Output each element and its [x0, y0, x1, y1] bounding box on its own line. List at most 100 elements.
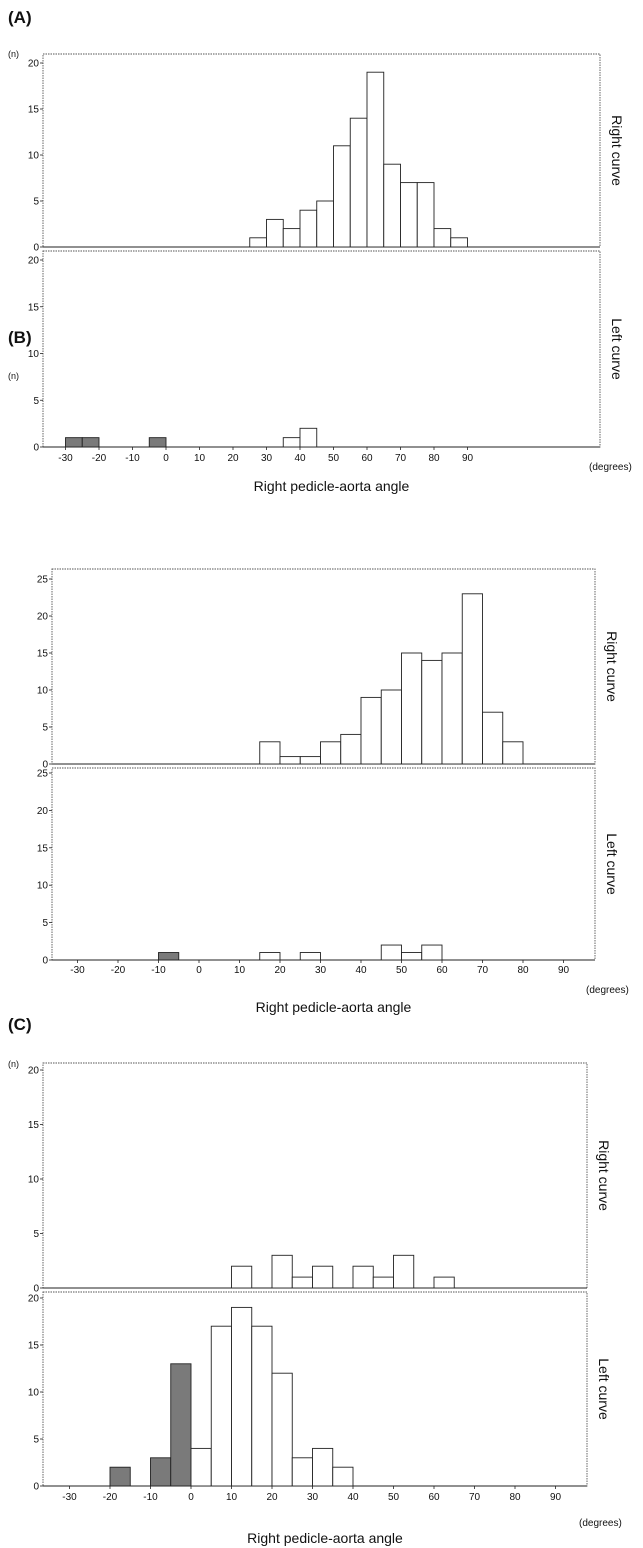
panel-a-right-curve-bar — [433, 228, 452, 248]
panel-b-right-curve-bar — [401, 652, 423, 765]
panel-b-right-curve-y-tick-label: 0 — [42, 760, 48, 771]
panel-a-right-curve-y-tick-label: 0 — [33, 243, 39, 254]
panel-c-left-curve-bar — [190, 1447, 212, 1487]
panel-a-left-curve-label: Left curve — [609, 318, 625, 380]
panel-b-x-tick-label: 90 — [558, 965, 570, 976]
panel-b-left-curve-y-tick-label: 25 — [37, 769, 49, 780]
panel-c-left-curve-bar — [109, 1466, 131, 1487]
panel-b-x-tick-label: -20 — [111, 965, 126, 976]
panel-a-left-curve-y-tick-label: 5 — [33, 396, 39, 407]
panel-b-label: (B) — [8, 328, 32, 347]
panel-c-right-curve-y-tick-label: 20 — [28, 1066, 40, 1077]
panel-a-left-curve-bar — [81, 437, 100, 448]
panel-b-left-curve-y-tick-label: 0 — [42, 956, 48, 967]
panel-b-right-curve-bar — [502, 741, 524, 765]
panel-b-left-curve-bar — [421, 944, 443, 961]
panel-c-x-tick-label: -10 — [143, 1492, 158, 1503]
panel-c-x-tick-label: 40 — [347, 1492, 359, 1503]
panel-a-right-curve-bar — [366, 71, 385, 248]
panel-b-right-curve-label: Right curve — [604, 631, 620, 702]
panel-a-left-curve-bar — [282, 437, 301, 448]
panel-c-left-curve-y-tick-label: 5 — [33, 1435, 39, 1446]
panel-a-right-curve-bar — [400, 182, 418, 248]
panel-c-y-units: (n) — [8, 1059, 19, 1069]
panel-b-right-curve-bar — [279, 756, 301, 765]
panel-c-left-curve-bar — [150, 1457, 172, 1487]
panel-a-left-curve-bar — [65, 437, 83, 448]
panel-a-right-curve-bar — [450, 237, 468, 248]
panel-b-x-tick-label: 30 — [315, 965, 327, 976]
panel-c-left-curve-y-tick-label: 10 — [28, 1388, 40, 1399]
panel-b-left-curve-bar — [401, 952, 423, 961]
panel-b-left-curve-frame — [51, 767, 596, 961]
panel-b-x-tick-label: 20 — [274, 965, 286, 976]
panel-b-x-tick-label: 80 — [517, 965, 529, 976]
panel-c-x-tick-label: 30 — [307, 1492, 319, 1503]
panel-b-right-curve-bar — [360, 696, 382, 765]
panel-c-x-axis-title: Right pedicle-aorta angle — [247, 1530, 403, 1546]
panel-b-x-tick-label: 40 — [355, 965, 367, 976]
panel-a-x-tick-label: 50 — [328, 453, 340, 464]
panel-c-x-tick-label: -20 — [103, 1492, 118, 1503]
panel-a-right-curve-y-tick-label: 10 — [28, 151, 40, 162]
panel-c-left-curve-y-tick-label: 15 — [28, 1341, 40, 1352]
panel-b-right-curve-bar — [380, 689, 402, 765]
panel-b-x-tick-label: -30 — [70, 965, 85, 976]
panel-a-right-curve-y-tick-label: 5 — [33, 197, 39, 208]
panel-c-left-curve-bar — [271, 1372, 293, 1487]
panel-a-x-tick-label: 70 — [395, 453, 407, 464]
panel-b-x-tick-label: 0 — [196, 965, 202, 976]
panel-a-right-curve-label: Right curve — [609, 115, 625, 186]
panel-b-right-curve-bar — [299, 756, 321, 765]
panel-c-left-curve-y-tick-label: 0 — [33, 1482, 39, 1493]
panel-b-right-curve-y-tick-label: 25 — [37, 575, 49, 586]
panel-b-x-tick-label: 60 — [436, 965, 448, 976]
panel-b-right-curve-bar — [482, 711, 504, 765]
panel-c-right-curve-bar — [352, 1265, 374, 1289]
panel-b-right-curve-bar — [421, 659, 443, 765]
panel-b-x-axis-title: Right pedicle-aorta angle — [256, 999, 412, 1015]
panel-c-right-curve-bar — [291, 1276, 313, 1289]
panel-c-right-curve-bar — [372, 1276, 394, 1289]
panel-b-right-curve-bar — [320, 741, 342, 765]
panel-a-right-curve-bar — [349, 117, 368, 248]
panel-a-left-curve-frame — [42, 250, 601, 448]
panel-b-left-curve-bar — [158, 952, 180, 961]
panel-c-right-curve-y-tick-label: 5 — [33, 1229, 39, 1240]
panel-c-right-curve-y-tick-label: 10 — [28, 1175, 40, 1186]
panel-c-x-tick-label: 80 — [509, 1492, 521, 1503]
panel-b-left-curve-y-tick-label: 20 — [37, 806, 49, 817]
panel-c-left-curve-bar — [332, 1466, 354, 1487]
panel-c-right-curve-bar — [271, 1254, 293, 1289]
panel-c-x-tick-label: 0 — [188, 1492, 194, 1503]
panel-a-right-curve-bar — [383, 163, 401, 248]
panel-b-y-units: (n) — [8, 371, 19, 381]
panel-c-right-curve-bar — [433, 1276, 455, 1289]
panel-a-x-tick-label: -30 — [58, 453, 73, 464]
panel-b-right-curve-bar — [340, 733, 362, 765]
panel-b-x-tick-label: 70 — [477, 965, 489, 976]
panel-b-x-units: (degrees) — [586, 985, 629, 996]
panel-a-x-tick-label: 0 — [163, 453, 169, 464]
panel-c-right-curve-bar — [312, 1265, 334, 1289]
panel-b-left-curve-y-tick-label: 15 — [37, 843, 49, 854]
panel-a-x-axis-title: Right pedicle-aorta angle — [254, 478, 410, 494]
panel-a-left-curve-bar — [148, 437, 167, 448]
panel-b-x-tick-label: 50 — [396, 965, 408, 976]
panel-b-left-curve-y-tick-label: 5 — [42, 918, 48, 929]
panel-c-left-curve-bar — [291, 1457, 313, 1487]
panel-c-left-curve-label: Left curve — [596, 1358, 612, 1420]
panel-a-x-tick-label: -10 — [125, 453, 140, 464]
panel-c-left-curve-bar — [251, 1325, 273, 1487]
panel-a-label: (A) — [8, 8, 32, 27]
panel-c-left-curve-y-tick-label: 20 — [28, 1294, 40, 1305]
panel-c-left-curve-bar — [312, 1447, 334, 1487]
panel-c-x-tick-label: 70 — [469, 1492, 481, 1503]
panel-b-right-curve-bar — [461, 593, 483, 765]
panel-a-x-tick-label: 20 — [227, 453, 239, 464]
panel-c-right-curve-label: Right curve — [596, 1140, 612, 1211]
panel-b-left-curve-label: Left curve — [604, 833, 620, 895]
panel-b-right-curve-frame — [51, 568, 596, 765]
panel-a-right-curve-bar — [416, 182, 435, 248]
panel-a-right-curve-bar — [266, 218, 284, 248]
